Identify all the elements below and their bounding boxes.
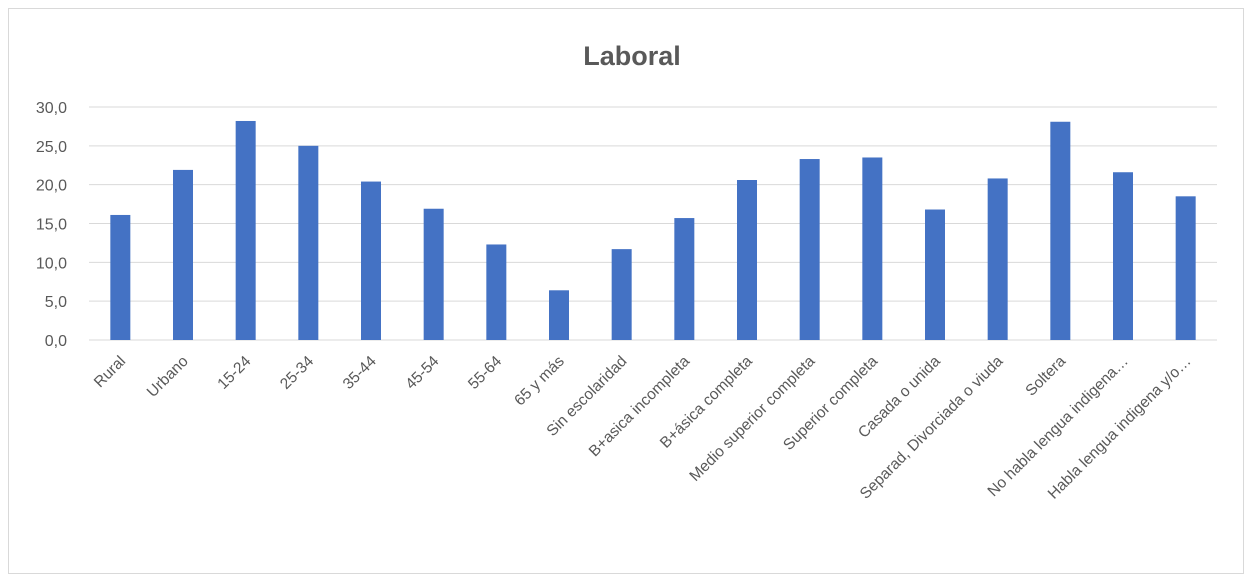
bar (611, 249, 632, 340)
bar (549, 290, 569, 340)
bar (298, 145, 319, 340)
y-tick-label: 10,0 (36, 255, 67, 272)
x-category-label: 35-44 (340, 353, 380, 393)
bars (110, 120, 1196, 340)
bar (799, 159, 820, 340)
chart-title: Laboral (583, 41, 681, 71)
x-category-label: 25-34 (277, 353, 317, 393)
x-category-label: Medio superior completa (686, 353, 818, 485)
bar (1050, 121, 1071, 340)
gridlines (89, 106, 1217, 341)
bar-chart: Laboral 0,0 5,0 10,0 15,0 20,0 25,0 30,0 Rural… (36, 41, 1217, 503)
y-tick-label: 15,0 (36, 217, 67, 234)
y-tick-label: 25,0 (36, 139, 67, 156)
x-category-label: 55-64 (465, 353, 505, 393)
y-axis-ticks: 0,0 5,0 10,0 15,0 20,0 25,0 30,0 (36, 100, 67, 350)
x-category-label: Soltera (1022, 353, 1069, 400)
x-category-label: Urbano (144, 353, 192, 401)
x-category-label: 45-54 (402, 353, 442, 393)
y-tick-label: 20,0 (36, 178, 67, 195)
bar (423, 208, 444, 340)
bar (987, 178, 1008, 340)
bar (235, 120, 256, 340)
bar (486, 244, 507, 340)
chart-area: Laboral 0,0 5,0 10,0 15,0 20,0 25,0 30,0 Rural… (8, 8, 1244, 574)
x-axis-categories: Rural Urbano 15-24 25-34 35-44 45-54 55-64 65 y… (91, 353, 1195, 503)
y-tick-label: 5,0 (45, 294, 67, 311)
bar (1113, 172, 1133, 340)
x-category-label: Rural (91, 353, 129, 391)
y-tick-label: 0,0 (45, 333, 67, 350)
bar (1175, 196, 1196, 340)
bar (862, 157, 883, 340)
bar (674, 218, 695, 340)
bar (361, 181, 381, 340)
bar (173, 169, 193, 340)
bar (737, 180, 757, 340)
bar (110, 214, 131, 340)
x-category-label: 15-24 (214, 353, 254, 393)
bar (925, 209, 945, 340)
x-category-label: 65 y más (511, 353, 568, 410)
y-tick-label: 30,0 (36, 100, 67, 117)
